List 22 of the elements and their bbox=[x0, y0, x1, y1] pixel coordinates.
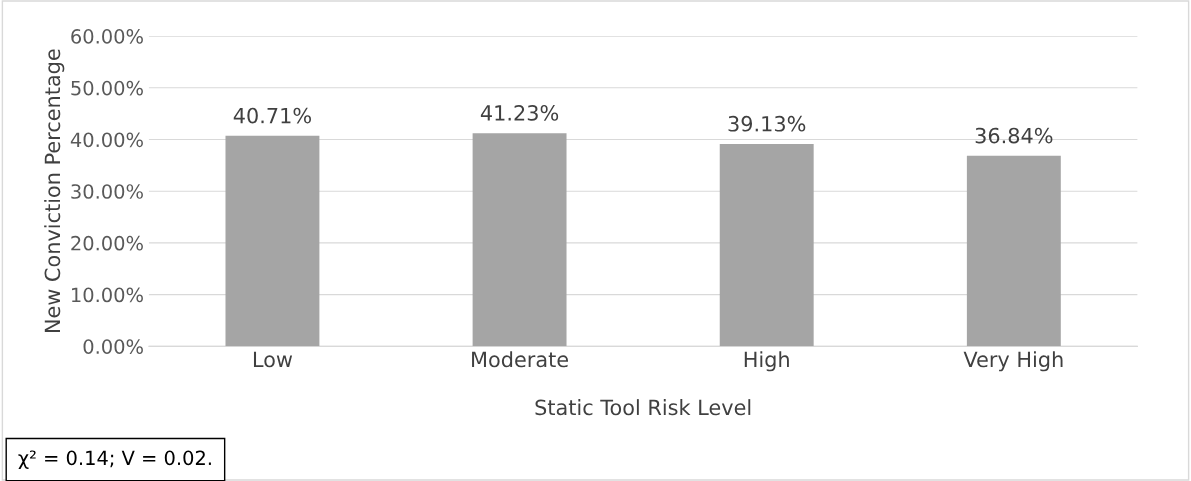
y-tick-label: 0.00% bbox=[83, 339, 143, 354]
y-tick-label: 30.00% bbox=[71, 184, 143, 199]
bar bbox=[472, 133, 567, 347]
bar bbox=[966, 155, 1061, 347]
x-tick-label: Moderate bbox=[472, 351, 568, 368]
data-label: 41.23% bbox=[480, 105, 559, 121]
y-tick-label: 40.00% bbox=[70, 132, 143, 148]
y-axis-title: New Conviction Percentage bbox=[44, 49, 65, 333]
x-tick-label: High bbox=[744, 351, 789, 372]
y-tick-label: 60.00% bbox=[71, 29, 143, 44]
y-tick-label: 50.00% bbox=[71, 80, 143, 96]
x-tick-label: Very High bbox=[963, 351, 1063, 372]
text: χ² = 0.14; V = 0.02. bbox=[18, 450, 211, 469]
bar bbox=[719, 143, 814, 347]
bar bbox=[225, 135, 320, 347]
x-tick-label: Low bbox=[253, 351, 293, 368]
y-tick-label: 10.00% bbox=[72, 287, 143, 303]
data-label: 40.71% bbox=[233, 107, 312, 124]
data-label: 36.84% bbox=[975, 127, 1053, 144]
y-tick-label: 20.00% bbox=[71, 235, 143, 251]
x-axis-title: Static Tool Risk Level bbox=[535, 399, 751, 416]
data-label: 39.13% bbox=[728, 115, 806, 132]
